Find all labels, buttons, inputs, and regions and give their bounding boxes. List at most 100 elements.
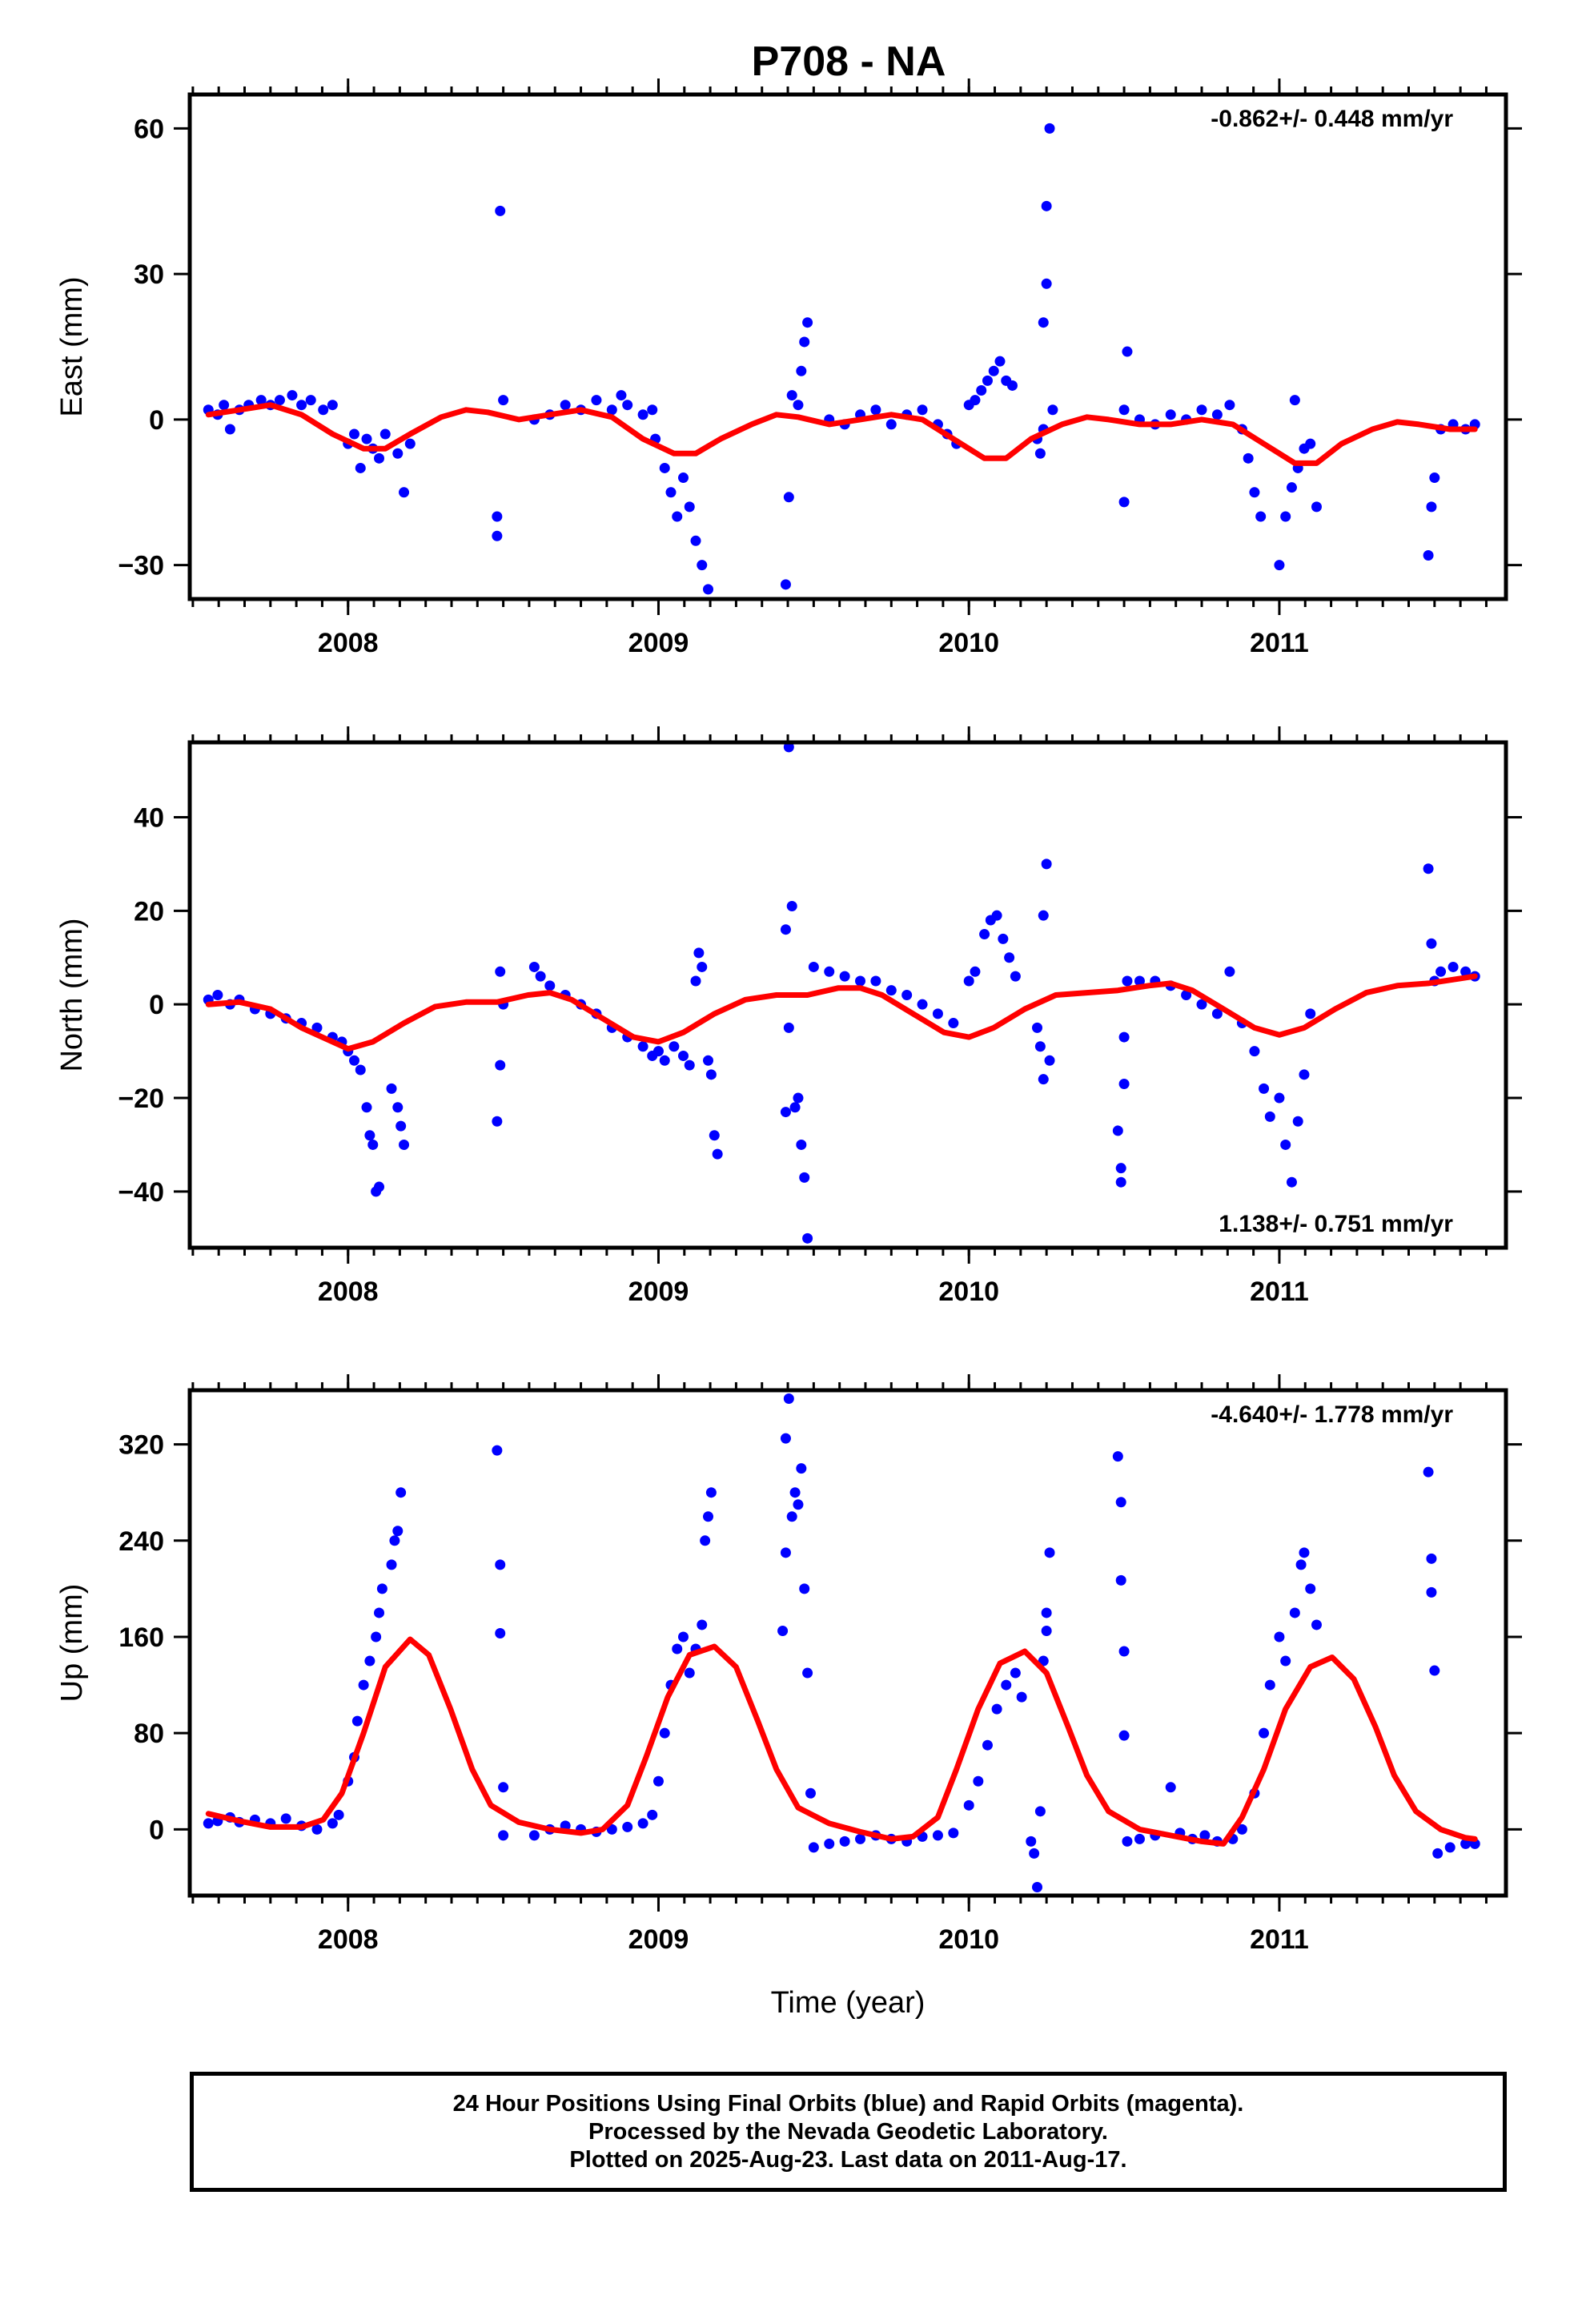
x-tick-label: 2010 xyxy=(938,628,999,658)
data-point xyxy=(327,400,338,411)
velocity-annotation: -4.640+/- 1.778 mm/yr xyxy=(1211,1401,1453,1428)
data-point xyxy=(622,400,633,411)
data-point xyxy=(374,452,385,464)
data-point xyxy=(721,618,732,629)
data-point xyxy=(786,1511,797,1522)
data-point xyxy=(789,1487,801,1498)
data-point xyxy=(355,1064,366,1076)
data-point xyxy=(808,1842,819,1853)
data-point xyxy=(799,1583,810,1594)
data-point xyxy=(1249,487,1260,498)
x-tick-label: 2011 xyxy=(1250,628,1309,658)
data-point xyxy=(1038,317,1049,328)
plot-frame xyxy=(187,740,1508,1250)
data-point xyxy=(367,1139,379,1150)
data-point xyxy=(716,657,726,667)
data-point xyxy=(492,1116,503,1127)
data-point xyxy=(396,1487,407,1498)
data-point xyxy=(678,1631,689,1642)
data-point xyxy=(1196,404,1207,416)
data-point xyxy=(1264,1111,1275,1122)
data-point xyxy=(1264,1679,1275,1691)
data-point xyxy=(1010,971,1021,982)
data-point xyxy=(777,1625,789,1636)
y-tick-label: 0 xyxy=(149,1815,164,1845)
data-point xyxy=(1041,1625,1052,1636)
footer-box: 24 Hour Positions Using Final Orbits (bl… xyxy=(190,2072,1507,2192)
data-point xyxy=(1224,966,1235,977)
data-point xyxy=(355,462,366,473)
data-point xyxy=(1447,961,1459,972)
data-point xyxy=(700,1535,711,1546)
data-point xyxy=(389,1535,400,1546)
data-point xyxy=(948,1827,959,1839)
data-point xyxy=(1211,1008,1223,1019)
data-point xyxy=(1199,1830,1211,1841)
data-point xyxy=(678,1050,689,1061)
x-tick-label: 2009 xyxy=(628,1924,689,1955)
data-point xyxy=(1122,346,1133,357)
data-point xyxy=(690,975,701,987)
footer-line-3: Plotted on 2025-Aug-23. Last data on 201… xyxy=(569,2146,1127,2173)
data-point xyxy=(311,1022,323,1033)
data-point xyxy=(1001,1679,1012,1691)
data-point xyxy=(780,1547,791,1558)
data-point xyxy=(1305,1008,1316,1019)
data-point xyxy=(498,1830,509,1841)
data-point xyxy=(1305,1583,1316,1594)
data-point xyxy=(1032,1022,1043,1033)
data-point xyxy=(318,404,329,416)
data-point xyxy=(1032,1881,1043,1892)
data-point xyxy=(824,1838,835,1849)
data-point xyxy=(1041,858,1052,870)
data-point xyxy=(296,400,307,411)
data-point xyxy=(1034,448,1046,459)
data-point xyxy=(796,365,807,376)
data-point xyxy=(979,929,990,940)
data-point xyxy=(1423,1466,1434,1478)
data-point xyxy=(374,1181,385,1192)
data-point xyxy=(1181,990,1192,1000)
data-point xyxy=(870,975,881,987)
data-point xyxy=(219,400,230,411)
data-point xyxy=(1045,22,1055,32)
x-tick-label: 2011 xyxy=(1250,1277,1309,1307)
data-point xyxy=(349,1055,359,1066)
data-point xyxy=(1236,1823,1247,1835)
data-point xyxy=(885,985,897,996)
data-point xyxy=(637,1041,648,1052)
data-point xyxy=(311,1823,323,1835)
data-point xyxy=(652,1775,664,1787)
data-point xyxy=(1044,1055,1055,1066)
data-point xyxy=(637,409,648,420)
data-point xyxy=(1122,975,1133,987)
y-tick-label: 160 xyxy=(118,1622,164,1653)
chart-title: P708 - NA xyxy=(752,38,946,85)
data-point xyxy=(637,1818,648,1829)
plot-area xyxy=(203,22,1480,667)
data-point xyxy=(780,1433,791,1444)
data-point xyxy=(1041,278,1052,289)
data-point xyxy=(404,438,416,449)
data-point xyxy=(665,487,677,498)
data-point xyxy=(203,1818,214,1829)
data-point xyxy=(535,971,546,982)
data-point xyxy=(1295,1559,1307,1570)
data-point xyxy=(361,433,372,444)
data-point xyxy=(970,395,981,406)
data-point xyxy=(659,462,670,473)
data-point xyxy=(697,560,708,571)
data-point xyxy=(839,971,850,982)
data-point xyxy=(780,924,791,935)
data-point xyxy=(1292,1116,1303,1127)
data-point xyxy=(684,501,695,513)
data-point xyxy=(364,1655,375,1667)
data-point xyxy=(544,980,556,991)
data-point xyxy=(1165,1782,1176,1793)
x-tick-label: 2008 xyxy=(318,1924,379,1955)
data-point xyxy=(1426,938,1437,949)
data-point xyxy=(970,966,981,977)
up-panel: 2008 2009 2010 2011 0 80 160 240 320 Up (mm) Time … xyxy=(55,1374,1522,2020)
data-point xyxy=(703,1055,714,1066)
velocity-annotation: 1.138+/- 0.751 mm/yr xyxy=(1219,1211,1453,1237)
